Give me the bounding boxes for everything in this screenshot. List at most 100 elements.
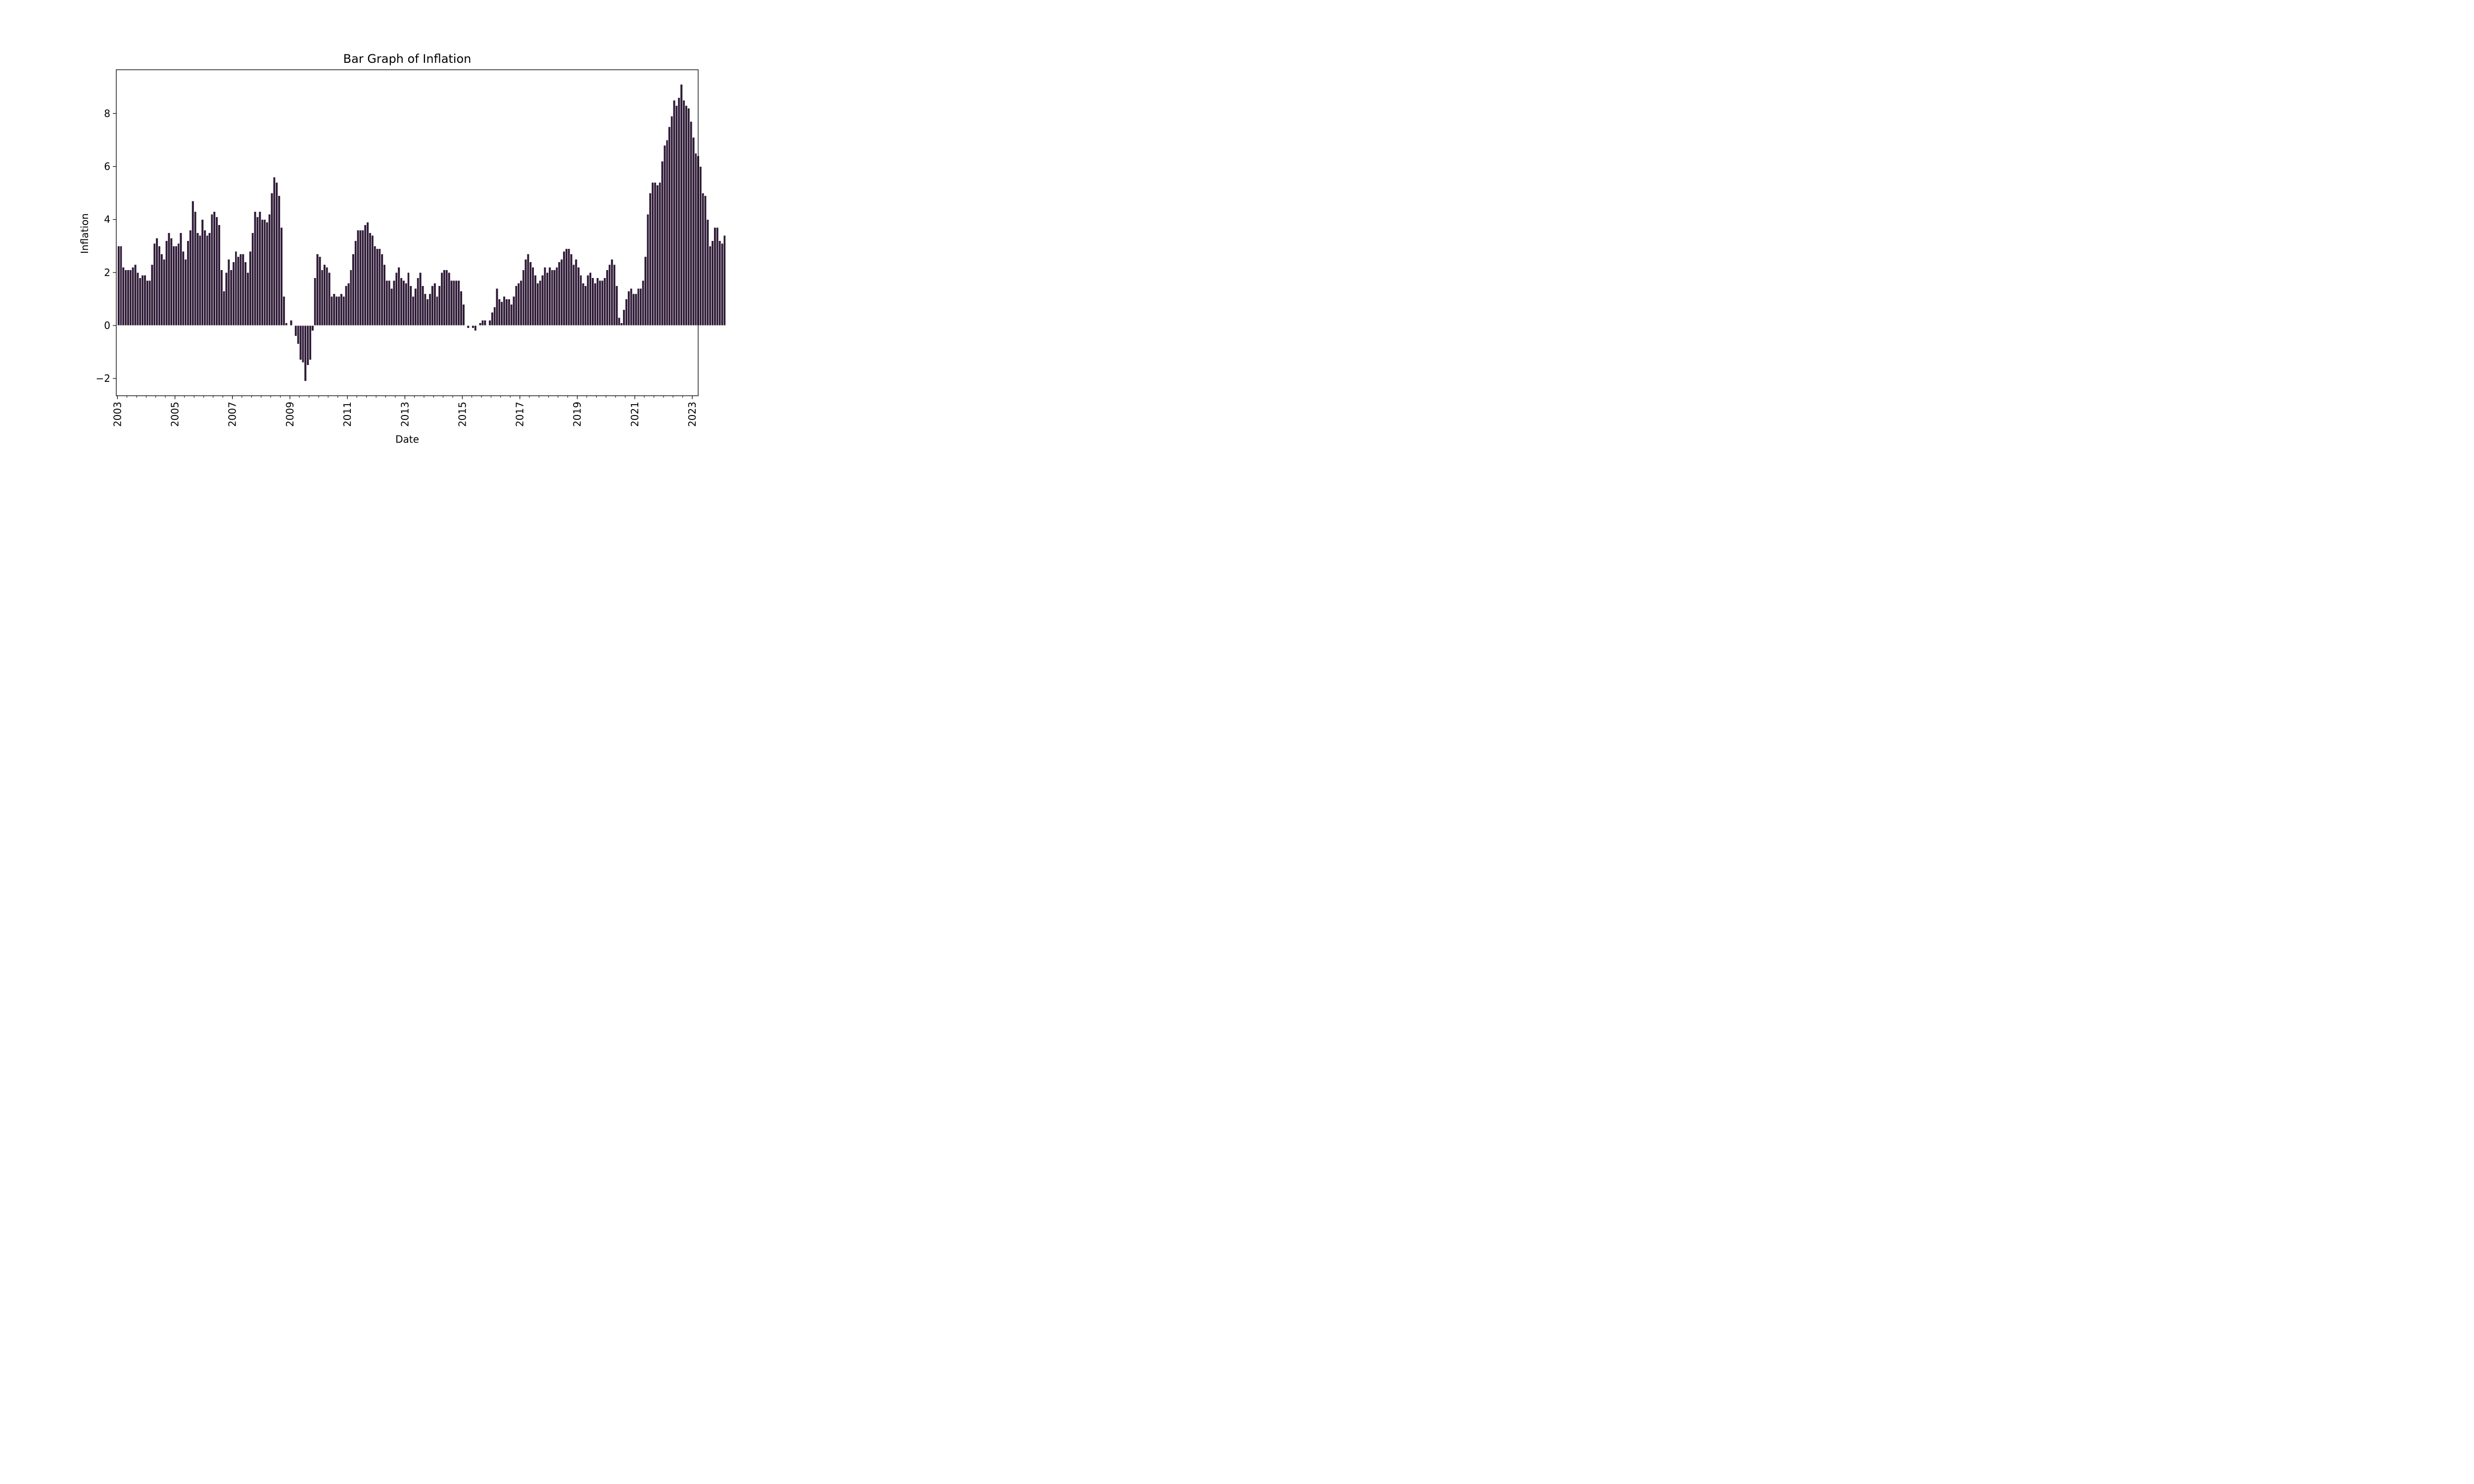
bar — [687, 108, 690, 326]
bar — [189, 230, 192, 326]
bar — [150, 264, 154, 326]
bar — [675, 105, 678, 326]
bar — [339, 293, 343, 326]
bar — [531, 267, 534, 326]
bar — [563, 251, 566, 326]
bar — [529, 261, 532, 326]
bar — [131, 267, 135, 326]
bar — [503, 296, 506, 326]
bar — [361, 230, 365, 326]
plot-frame — [116, 69, 699, 396]
bar — [694, 153, 697, 326]
bar — [119, 245, 123, 326]
bar — [248, 251, 252, 326]
bar — [139, 278, 142, 326]
bar — [170, 237, 173, 326]
bar — [371, 235, 374, 326]
bar — [706, 219, 710, 326]
x-tick-label: 2023 — [686, 402, 698, 427]
bar — [407, 272, 410, 326]
x-tick-label: 2015 — [456, 402, 468, 427]
bar — [622, 309, 626, 326]
bar — [500, 301, 504, 326]
bar — [273, 177, 276, 326]
bar — [220, 270, 223, 326]
bar — [620, 323, 623, 326]
bar — [282, 296, 285, 326]
bar — [145, 280, 149, 326]
bar — [136, 272, 140, 326]
bar — [524, 259, 527, 326]
bar — [654, 182, 657, 326]
bar — [601, 280, 604, 326]
bar — [285, 323, 288, 326]
bar — [498, 298, 501, 326]
bar — [256, 216, 259, 326]
bar — [246, 272, 249, 326]
bar — [301, 325, 305, 363]
bar — [625, 298, 628, 326]
bar — [335, 296, 338, 326]
x-axis: 2003 2005 2007 2009 2011 2013 2015 2017 2019 2021… — [111, 396, 698, 427]
bar — [715, 227, 719, 326]
x-tick-label: 2013 — [399, 402, 411, 427]
bar — [330, 296, 333, 326]
bar — [153, 243, 156, 326]
bar — [577, 267, 580, 326]
bar — [526, 253, 530, 326]
bar — [704, 195, 707, 326]
bar — [158, 245, 161, 326]
bar — [201, 219, 204, 326]
bar — [634, 293, 638, 326]
bar — [215, 216, 218, 326]
chart-title: Bar Graph of Inflation — [343, 52, 472, 66]
bar — [667, 126, 671, 326]
bar — [672, 100, 676, 326]
bar — [129, 270, 132, 326]
bar — [378, 248, 381, 326]
bar — [337, 296, 340, 326]
bar — [438, 285, 441, 326]
bar — [467, 325, 470, 328]
y-axis-label: Inflation — [79, 213, 91, 254]
x-tick-label: 2007 — [227, 402, 238, 427]
bars-layer — [117, 84, 726, 381]
bar — [442, 270, 446, 326]
bar — [670, 116, 673, 326]
bar — [230, 270, 233, 326]
bar — [253, 211, 257, 326]
bar — [682, 100, 685, 326]
bar — [565, 248, 568, 326]
bar — [574, 259, 578, 326]
bar — [306, 325, 310, 366]
x-tick-label: 2005 — [169, 402, 181, 427]
bar — [354, 240, 357, 326]
bar — [591, 278, 594, 326]
y-tick-label: 2 — [104, 267, 110, 278]
bar — [203, 230, 207, 326]
bar — [598, 280, 602, 326]
bar — [213, 211, 216, 326]
bar — [196, 232, 199, 326]
bar — [364, 224, 367, 326]
bar — [366, 222, 369, 326]
bar — [567, 248, 571, 326]
bar — [460, 290, 463, 326]
bar — [627, 290, 630, 326]
bar — [412, 296, 415, 326]
bar — [536, 282, 539, 326]
bar — [373, 245, 377, 326]
bar — [122, 267, 125, 326]
bar — [455, 280, 458, 326]
bar — [177, 243, 180, 326]
bar — [701, 192, 705, 326]
bar — [462, 304, 465, 326]
bar — [596, 278, 599, 326]
bar — [517, 282, 521, 326]
bar — [179, 232, 183, 326]
bar — [720, 243, 724, 326]
bar — [584, 285, 587, 326]
bar — [421, 285, 425, 326]
bar — [426, 298, 429, 326]
x-tick-label: 2019 — [571, 402, 583, 427]
